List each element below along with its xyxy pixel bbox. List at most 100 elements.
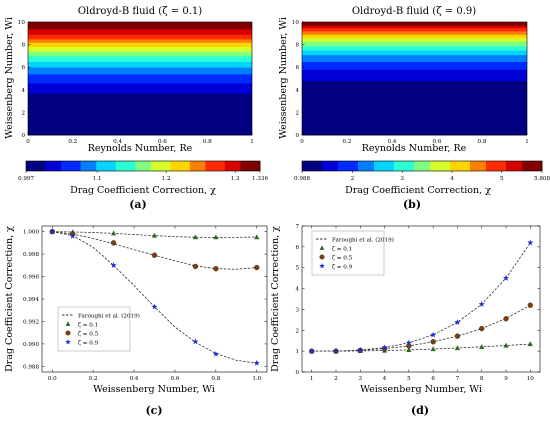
colorbar-segment: [362, 161, 367, 171]
heatmap-band: [28, 44, 252, 47]
colorbar-segment: [68, 161, 74, 171]
triangle-marker: [503, 342, 509, 348]
heatmap-band: [302, 102, 527, 104]
plot-c-xlabel: Weissenberg Number, Wi: [93, 384, 215, 395]
star-marker: [357, 346, 364, 353]
heatmap-band: [28, 109, 252, 111]
heatmap-band: [28, 112, 252, 114]
x-tick-label: 0.2: [89, 376, 98, 382]
heatmap-band: [28, 85, 252, 87]
colorbar-segment: [514, 161, 519, 171]
colorbar-segment: [135, 161, 140, 171]
colorbar-segment: [248, 161, 253, 171]
x-tick-label: 4: [383, 376, 387, 382]
colorbar-segment: [107, 161, 113, 171]
legend-d: Faroughi et al. (2019) ζ = 0.1 ζ = 0.5 ζ =…: [311, 230, 394, 276]
triangle-marker: [110, 230, 117, 236]
heatmap-band: [28, 118, 252, 120]
heatmap-band: [302, 110, 527, 112]
heatmap-band: [28, 34, 252, 36]
heatmap-band: [302, 47, 527, 50]
heatmap-band: [28, 77, 252, 79]
heatmap-band: [28, 72, 252, 75]
colorbar-segment: [92, 161, 97, 171]
heatmap-band: [302, 103, 527, 105]
plot-c-ylabel: Drag Coefficient Correction, χ: [4, 226, 15, 372]
heatmap-band: [28, 25, 252, 27]
legend-c: Faroughi et al. (2019) ζ = 0.1 ζ = 0.5 ζ =…: [57, 306, 140, 352]
x-tick-label: 0.8: [211, 376, 220, 382]
heatmap-band: [302, 120, 527, 122]
panel-b-label: (b): [403, 198, 421, 211]
star-marker: [253, 359, 260, 366]
legend-series-label: ζ = 0.5: [78, 332, 99, 338]
colorbar-segment: [178, 161, 183, 171]
colorbar-segment: [370, 161, 375, 171]
colorbar-a-frame: [25, 160, 261, 172]
heatmap-band: [28, 35, 252, 38]
heatmap-band: [28, 47, 252, 50]
colorbar-segment: [193, 161, 198, 171]
heatmap-band: [302, 107, 527, 110]
heatmap-band: [28, 110, 252, 112]
heatmap-band: [302, 52, 527, 55]
heatmap-band: [28, 67, 252, 69]
colorbar-segment: [127, 161, 132, 171]
colorbar-segment: [398, 161, 403, 171]
colorbar-segment: [217, 161, 222, 171]
colorbar-segment: [462, 161, 467, 171]
x-tick-label: 0.6: [171, 376, 180, 382]
heatmap-band: [28, 58, 252, 60]
colorbar-segment: [442, 161, 447, 171]
colorbar-segment: [518, 161, 523, 171]
heatmap-band: [28, 24, 252, 26]
heatmap-band: [302, 32, 527, 34]
heatmap-band: [302, 72, 527, 75]
heatmap-band: [28, 133, 252, 136]
heatmap-band: [28, 23, 252, 25]
colorbar-segment: [252, 161, 257, 171]
heatmap-band: [28, 106, 252, 109]
x-tick-label: 1.0: [252, 376, 261, 382]
y-tick-label: 0.990: [23, 342, 39, 348]
colorbar-segment: [466, 161, 471, 171]
x-tick-label: 0.4: [130, 376, 139, 382]
heatmap-band: [302, 95, 527, 97]
y-tick-label: 4: [295, 287, 299, 293]
heatmap-band: [302, 36, 527, 39]
circle-marker: [213, 266, 219, 272]
heatmap-band: [28, 31, 252, 33]
y-tick-label: 6: [295, 65, 299, 71]
colorbar-segment: [454, 161, 459, 171]
heatmap-band: [302, 123, 527, 126]
heatmap-band: [302, 31, 527, 33]
heatmap-band: [302, 124, 527, 127]
triangle-marker: [213, 234, 219, 240]
heatmap-band: [28, 57, 252, 59]
heatmap-band: [302, 57, 527, 59]
heatmap-band: [302, 35, 527, 38]
colorbar-segment: [96, 161, 101, 171]
colorbar-b-label: Drag Coefficient Correction, χ: [345, 185, 491, 196]
heatmap-band: [28, 22, 252, 24]
colorbar-segment: [213, 161, 218, 171]
colorbar-segment: [450, 161, 455, 171]
heatmap-band: [302, 130, 527, 133]
heatmap-band: [28, 93, 252, 95]
heatmap-band: [302, 27, 527, 30]
legend-series-label: ζ = 0.9: [78, 341, 99, 347]
y-tick-label: 2: [21, 110, 25, 116]
heatmap-band: [28, 98, 252, 101]
colorbar-segment: [422, 161, 427, 171]
x-tick-label: 0.4: [113, 139, 122, 145]
y-tick-label: 0.996: [23, 275, 39, 281]
y-tick-label: 2: [295, 110, 299, 116]
heatmap-band: [302, 61, 527, 64]
panel-d: 1 2 3 4 5 6 7 8 9 10 0 1 2 3 4 5 6 7 Weissenberg Number, …: [270, 224, 541, 417]
heatmap-band: [302, 89, 527, 92]
colorbar-segment: [221, 161, 226, 171]
heatmap-band: [28, 122, 252, 125]
circle-marker: [503, 316, 509, 322]
heatmap-band: [28, 104, 252, 107]
colorbar-segment: [322, 161, 327, 171]
